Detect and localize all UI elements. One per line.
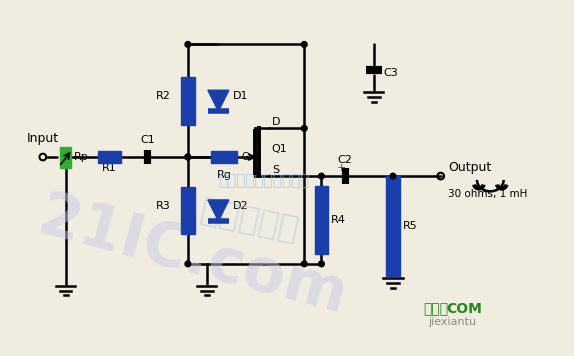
Bar [60, 147, 71, 168]
Text: C1: C1 [141, 135, 155, 145]
Text: +: + [337, 163, 346, 173]
Text: 30 ohms, 1 mH: 30 ohms, 1 mH [448, 189, 528, 199]
Text: G: G [242, 152, 249, 162]
Circle shape [301, 42, 307, 47]
Bar [315, 185, 328, 254]
Text: C2: C2 [338, 155, 352, 165]
Text: Q1: Q1 [272, 144, 288, 154]
Text: R4: R4 [331, 215, 346, 225]
Text: 21IC.com: 21IC.com [32, 188, 354, 327]
Text: D1: D1 [232, 91, 248, 101]
Text: Output: Output [448, 161, 491, 174]
Bar [211, 151, 238, 163]
Circle shape [319, 261, 324, 267]
Text: S: S [272, 165, 279, 175]
Circle shape [301, 126, 307, 131]
Text: ·: · [445, 303, 449, 316]
Text: Rg: Rg [216, 171, 231, 180]
Text: COM: COM [447, 303, 483, 316]
Polygon shape [208, 90, 229, 111]
Text: jiexiantu: jiexiantu [428, 317, 476, 327]
Text: R1: R1 [102, 163, 117, 173]
Circle shape [390, 173, 396, 179]
Text: Rp: Rp [74, 152, 89, 162]
Text: 杭州睿睿科技有限公司: 杭州睿睿科技有限公司 [219, 173, 310, 188]
Text: C3: C3 [383, 68, 398, 78]
Text: 中国电子网: 中国电子网 [197, 193, 302, 246]
Text: D2: D2 [232, 201, 249, 211]
Circle shape [185, 154, 191, 160]
Circle shape [319, 173, 324, 179]
Bar [98, 151, 121, 163]
Circle shape [301, 261, 307, 267]
Text: R5: R5 [402, 221, 417, 231]
Bar [181, 187, 195, 234]
Circle shape [185, 42, 191, 47]
Circle shape [185, 261, 191, 267]
Circle shape [185, 154, 191, 160]
Text: R3: R3 [156, 201, 170, 211]
Bar [386, 176, 400, 276]
Text: 接线图: 接线图 [424, 303, 448, 316]
Polygon shape [208, 200, 229, 221]
Text: D: D [272, 117, 280, 127]
Text: R2: R2 [156, 91, 170, 101]
Bar [181, 77, 195, 125]
Text: Input: Input [27, 132, 59, 145]
